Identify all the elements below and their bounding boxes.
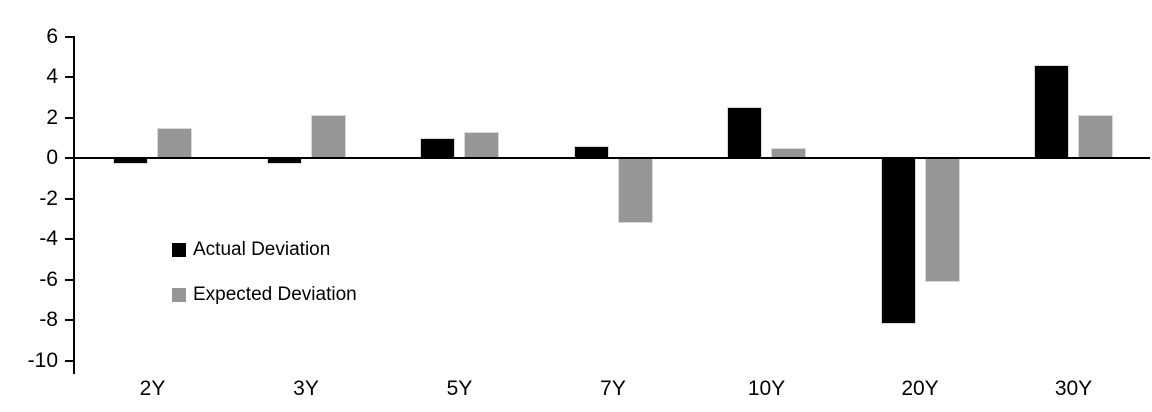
y-tick-mark--8: [65, 319, 74, 321]
y-tick-label--4: -4: [39, 227, 58, 250]
x-tick-label-2Y: 2Y: [139, 377, 166, 400]
y-tick-label-2: 2: [46, 105, 58, 129]
x-tick-label-7Y: 7Y: [600, 377, 626, 400]
legend-swatch-actual-deviation: [172, 243, 186, 257]
legend-swatch-expected-deviation: [172, 288, 186, 302]
y-tick-label-6: 6: [46, 24, 58, 48]
x-tick-label-10Y: 10Y: [747, 377, 786, 400]
x-tick-label-3Y: 3Y: [293, 377, 319, 400]
bar-expected-deviation-7Y: [617, 158, 653, 223]
y-axis-line: [73, 36, 75, 374]
x-axis-zero-line: [74, 157, 1150, 159]
bar-actual-deviation-20Y: [880, 158, 916, 325]
bar-expected-deviation-30Y: [1078, 115, 1113, 158]
legend-label-actual-deviation: Actual Deviation: [193, 239, 331, 260]
y-tick-mark-0: [65, 157, 74, 159]
y-tick-label-4: 4: [46, 65, 58, 88]
y-tick-mark--10: [65, 359, 74, 362]
y-tick-label--10: -10: [27, 348, 58, 372]
bar-expected-deviation-5Y: [464, 131, 499, 158]
bar-actual-deviation-5Y: [420, 137, 455, 158]
y-tick-mark--2: [65, 197, 74, 200]
legend-item-expected: Expected Deviation: [172, 284, 357, 305]
bar-expected-deviation-2Y: [157, 127, 192, 158]
legend-item-actual: Actual Deviation: [172, 239, 357, 260]
x-tick-label-5Y: 5Y: [446, 377, 473, 400]
y-tick-mark-2: [65, 116, 74, 119]
y-tick-mark--6: [65, 278, 74, 281]
y-tick-mark-6: [65, 35, 74, 38]
x-tick-label-30Y: 30Y: [1054, 377, 1093, 400]
legend-label-expected-deviation: Expected Deviation: [193, 284, 357, 305]
legend: Actual Deviation Expected Deviation: [172, 239, 357, 330]
y-tick-label-0: 0: [46, 146, 58, 169]
bar-expected-deviation-3Y: [310, 115, 346, 158]
bar-actual-deviation-10Y: [727, 107, 762, 158]
y-tick-mark--4: [65, 238, 74, 240]
bar-actual-deviation-30Y: [1034, 64, 1069, 158]
bar-expected-deviation-20Y: [924, 158, 960, 282]
x-tick-label-20Y: 20Y: [901, 377, 939, 400]
y-tick-label--2: -2: [39, 186, 58, 210]
y-tick-label--8: -8: [39, 308, 58, 331]
y-tick-mark-4: [65, 76, 74, 78]
y-tick-label--6: -6: [39, 267, 58, 291]
